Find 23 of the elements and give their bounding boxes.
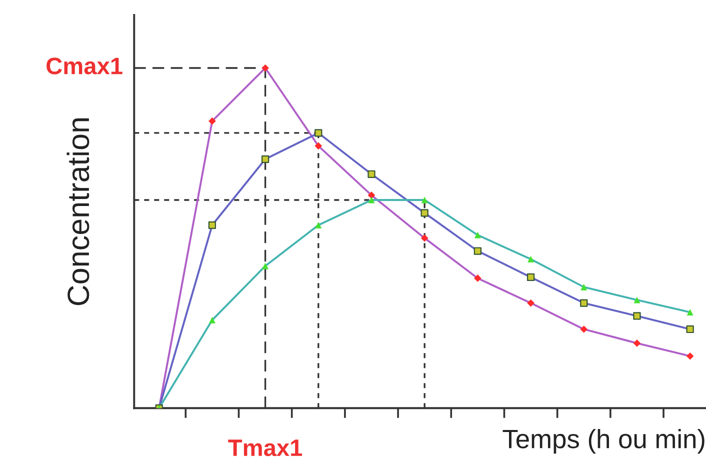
point (474, 274, 482, 282)
point (686, 352, 694, 360)
point (368, 196, 375, 204)
x-axis-title: Temps (h ou min) (502, 428, 704, 454)
point (208, 117, 216, 125)
point (208, 316, 216, 324)
point (421, 196, 428, 204)
point (527, 299, 534, 307)
point (420, 234, 428, 242)
point (580, 326, 588, 333)
point (474, 232, 481, 238)
point (262, 64, 269, 72)
point (262, 262, 269, 270)
y-axis-title: Concentration (66, 118, 90, 306)
point (686, 308, 694, 316)
point (314, 142, 322, 150)
ref-line-label: Cmax1 (46, 58, 122, 74)
text: Tmax1 (228, 440, 302, 456)
point (580, 284, 588, 290)
point (315, 222, 322, 228)
point (633, 340, 641, 347)
point (528, 256, 534, 262)
point (634, 296, 640, 304)
